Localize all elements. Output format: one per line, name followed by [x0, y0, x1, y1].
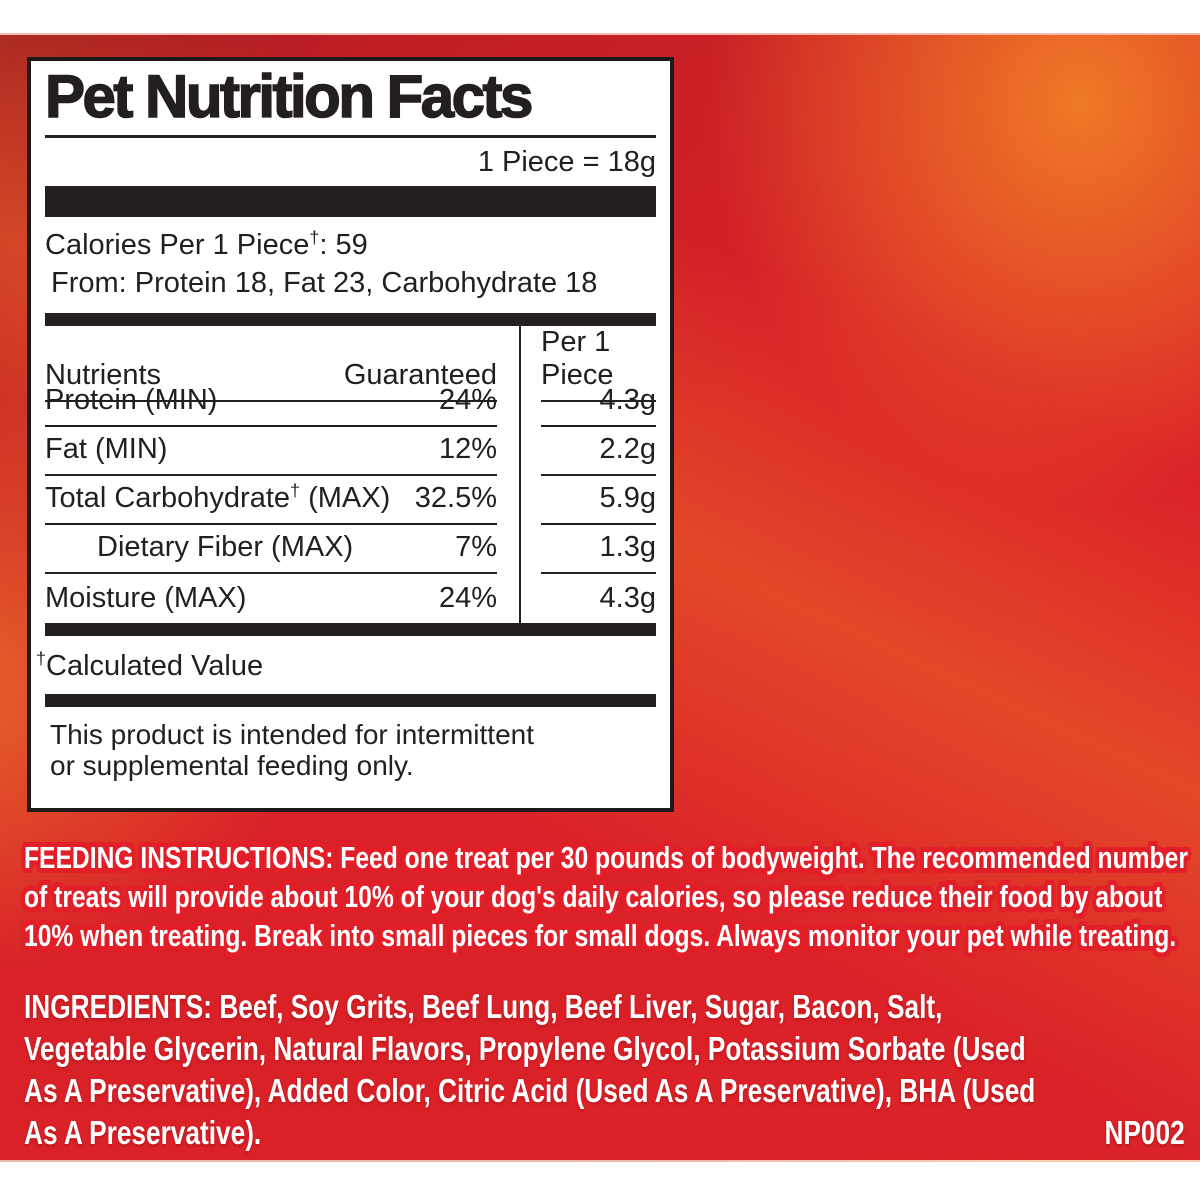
per-piece-value: 5.9g — [541, 476, 656, 525]
ingredients-list: INGREDIENTS: Beef, Soy Grits, Beef Lung,… — [24, 986, 1185, 1154]
table-row: Fat (MIN) 12% 2.2g — [45, 427, 656, 476]
ingredients-line: INGREDIENTS: Beef, Soy Grits, Beef Lung,… — [24, 988, 943, 1025]
section-bar — [45, 313, 656, 326]
col-header-per-piece: Per 1 Piece — [541, 326, 656, 402]
nutrient-name-suffix: (MAX) — [300, 482, 391, 514]
calculated-value-footnote: †Calculated Value — [36, 646, 656, 686]
table-row: Total Carbohydrate† (MAX) 32.5% 5.9g — [45, 476, 656, 525]
nutrient-name: Total Carbohydrate — [45, 482, 291, 514]
serving-size: 1 Piece = 18g — [477, 146, 656, 178]
table-row: Moisture (MAX) 24% 4.3g — [45, 574, 656, 623]
calories-from-line: From: Protein 18, Fat 23, Carbohydrate 1… — [51, 267, 598, 299]
section-bar — [45, 623, 656, 636]
guaranteed-value: 24% — [438, 582, 497, 614]
table-row: Protein (MIN) 24% 4.3g — [45, 378, 656, 427]
guaranteed-value: 24% — [438, 384, 497, 416]
per-piece-value: 4.3g — [599, 582, 656, 614]
nutrient-name: Fat (MIN) — [45, 433, 168, 465]
nutrient-name: Protein (MIN) — [45, 384, 218, 416]
calories-line: Calories Per 1 Piece†: 59 — [45, 227, 656, 262]
feeding-instructions: FEEDING INSTRUCTIONS: Feed one treat per… — [24, 838, 1188, 955]
label-title: Pet Nutrition Facts — [44, 63, 534, 130]
feeding-instructions-line: of treats will provide about 10% of your… — [24, 879, 1163, 914]
footnote-text: Calculated Value — [46, 650, 264, 682]
nutrient-name: Dietary Fiber (MAX) — [97, 531, 354, 563]
ingredients-line: As A Preservative), Added Color, Citric … — [24, 1072, 1036, 1109]
per-piece-value: 2.2g — [541, 427, 656, 476]
dagger-footnote-marker: † — [36, 648, 46, 669]
disclaimer-line: This product is intended for intermitten… — [50, 719, 535, 750]
dagger-footnote-marker: † — [309, 227, 320, 248]
ingredients-line: As A Preservative). — [24, 1114, 262, 1151]
calories-label: Calories Per 1 Piece — [45, 229, 310, 261]
nutrient-name: Moisture (MAX) — [45, 582, 247, 614]
product-code: NP002 — [1104, 1114, 1185, 1151]
col-header-nutrients: Nutrients — [45, 359, 162, 391]
disclaimer-line: or supplemental feeding only. — [50, 750, 414, 781]
pet-nutrition-facts-label: Pet Nutrition Facts 1 Piece = 18g Calori… — [27, 57, 674, 812]
dagger-footnote-marker: † — [290, 480, 301, 501]
guaranteed-value: 12% — [438, 433, 497, 465]
feeding-instructions-line: FEEDING INSTRUCTIONS: Feed one treat per… — [24, 840, 1188, 875]
table-header-row: Nutrients Guaranteed Per 1 Piece — [45, 326, 656, 402]
background-panel: Pet Nutrition Facts 1 Piece = 18g Calori… — [0, 33, 1200, 1162]
feeding-instructions-line: 10% when treating. Break into small piec… — [24, 918, 1177, 953]
title-divider — [45, 135, 656, 138]
per-piece-value: 1.3g — [541, 525, 656, 574]
guaranteed-value: 7% — [455, 531, 497, 563]
feeding-disclaimer: This product is intended for intermitten… — [45, 719, 656, 781]
col-header-guaranteed: Guaranteed — [343, 359, 497, 391]
guaranteed-analysis-table: Nutrients Guaranteed Per 1 Piece Protein… — [45, 326, 656, 623]
ingredients-line: Vegetable Glycerin, Natural Flavors, Pro… — [24, 1030, 1026, 1067]
table-row: Dietary Fiber (MAX) 7% 1.3g — [45, 525, 656, 574]
per-piece-value: 4.3g — [541, 378, 656, 427]
section-bar — [45, 694, 656, 707]
section-bar-top — [45, 186, 656, 217]
calories-value: : 59 — [319, 229, 368, 261]
guaranteed-value: 32.5% — [414, 482, 497, 514]
